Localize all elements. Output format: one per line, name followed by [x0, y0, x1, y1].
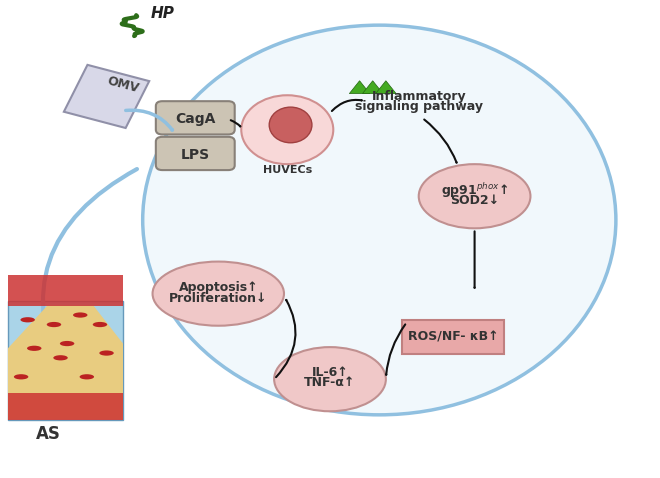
Ellipse shape [93, 322, 107, 327]
Text: LPS: LPS [181, 148, 210, 162]
Ellipse shape [143, 25, 616, 415]
Text: Apoptosis↑: Apoptosis↑ [178, 281, 258, 294]
Ellipse shape [269, 107, 312, 143]
Text: gp91$^{phox}$↑: gp91$^{phox}$↑ [441, 181, 508, 199]
FancyBboxPatch shape [8, 301, 123, 420]
Ellipse shape [73, 313, 88, 318]
Ellipse shape [27, 346, 42, 351]
Ellipse shape [20, 317, 35, 322]
Ellipse shape [47, 322, 61, 327]
Text: signaling pathway: signaling pathway [354, 100, 482, 113]
Text: TNF-α↑: TNF-α↑ [304, 377, 356, 390]
Ellipse shape [242, 95, 333, 164]
FancyBboxPatch shape [156, 137, 235, 170]
Ellipse shape [99, 350, 114, 356]
Text: HP: HP [150, 6, 174, 21]
FancyBboxPatch shape [156, 101, 235, 134]
FancyBboxPatch shape [64, 65, 149, 128]
Text: SOD2↓: SOD2↓ [450, 195, 499, 207]
Text: ROS/NF- κB↑: ROS/NF- κB↑ [409, 330, 499, 343]
Ellipse shape [60, 341, 75, 346]
Ellipse shape [418, 164, 531, 228]
FancyBboxPatch shape [8, 393, 123, 420]
Text: HUVECs: HUVECs [263, 165, 312, 175]
Text: CagA: CagA [175, 112, 215, 126]
Ellipse shape [53, 355, 68, 360]
Polygon shape [8, 305, 123, 420]
FancyBboxPatch shape [8, 275, 123, 305]
Text: Proliferation↓: Proliferation↓ [169, 292, 267, 305]
Text: OMV: OMV [106, 74, 141, 95]
FancyBboxPatch shape [403, 320, 504, 354]
Ellipse shape [152, 261, 284, 326]
Text: Inflammatory: Inflammatory [372, 90, 466, 103]
Text: AS: AS [36, 425, 61, 443]
Ellipse shape [274, 347, 386, 411]
Ellipse shape [14, 374, 28, 380]
Ellipse shape [80, 374, 94, 380]
Text: IL-6↑: IL-6↑ [312, 366, 348, 379]
